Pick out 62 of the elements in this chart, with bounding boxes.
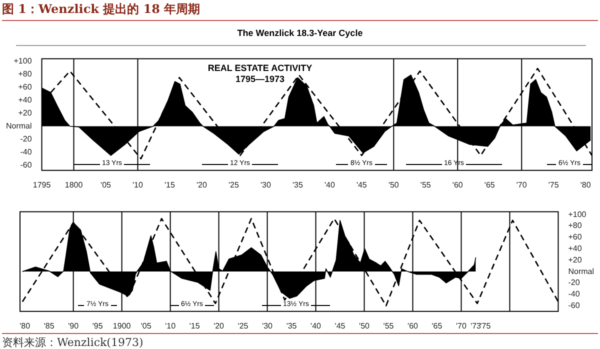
x-tick-label: '20 (196, 180, 208, 190)
x-tick-label: '85 (44, 321, 55, 330)
x-tick-label: '15 (189, 321, 200, 330)
x-tick-label: '40 (310, 321, 322, 330)
caption: 图 1：Wenzlick 提出的 18 年周期 (2, 1, 598, 21)
x-tick-label: '70 (516, 180, 528, 190)
x-tick-label: '65 (432, 321, 443, 330)
x-tick-label: '70 (456, 321, 467, 330)
y2-tick-label: -40 (568, 290, 580, 299)
x-tick-label: '73 (470, 321, 482, 330)
x-tick-label: '15 (164, 180, 176, 190)
x-tick-label: '05 (140, 321, 152, 330)
x-tick-label: '20 (214, 321, 225, 330)
x-tick-label: '45 (334, 321, 346, 330)
x-tick-label: '30 (260, 180, 272, 190)
x-tick-label: '90 (68, 321, 80, 330)
chart-title: The Wenzlick 18.3-Year Cycle (236, 28, 364, 38)
y-tick-label: -20 (20, 134, 32, 144)
x-tick-label: '25 (228, 180, 240, 190)
x-tick-label: 1800 (64, 180, 84, 190)
x-tick-label: '75 (480, 321, 492, 330)
x-tick-label: '75 (548, 180, 560, 190)
y2-tick-label: +40 (568, 244, 582, 253)
x-tick-label: '10 (132, 180, 144, 190)
text: 资料来源：Wenzlick(1973) (2, 333, 598, 349)
y2-tick-label: -20 (568, 278, 580, 288)
y2-tick-label: +20 (568, 255, 582, 264)
y-tick-label: +80 (18, 70, 32, 79)
y2-tick-label: +60 (568, 232, 582, 242)
annotation: REAL ESTATE ACTIVITY (206, 63, 314, 74)
y-tick-label: -40 (20, 147, 32, 156)
x-tick-label: 1900 (112, 321, 132, 330)
x-tick-label: '40 (324, 180, 336, 190)
x-tick-label: '95 (92, 321, 104, 330)
y2-tick-label: -60 (568, 300, 580, 310)
annotation: 1795—1973 (234, 74, 286, 85)
x-tick-label: '60 (452, 180, 464, 190)
x-tick-label: '05 (100, 180, 112, 190)
y2-tick-label: +80 (568, 221, 582, 230)
x-tick-label: '50 (388, 180, 400, 190)
y2-tick-label: Normal (568, 266, 594, 276)
x-tick-label: '65 (484, 180, 496, 190)
y-tick-label: +40 (18, 96, 32, 105)
y-tick-label: +60 (18, 82, 32, 92)
x-tick-label: '30 (262, 321, 274, 330)
x-tick-label: '55 (420, 180, 432, 190)
x-tick-label: '25 (238, 321, 249, 330)
x-tick-label: '80 (20, 321, 31, 330)
y-tick-label: +100 (14, 56, 32, 66)
x-tick-label: '80 (580, 180, 592, 190)
y-tick-label: +20 (18, 108, 32, 118)
x-tick-label: '45 (356, 180, 368, 190)
x-tick-label: '35 (286, 321, 298, 330)
y-tick-label: -60 (20, 160, 32, 170)
x-tick-label: '55 (383, 321, 394, 330)
x-tick-label: 1795 (32, 180, 52, 190)
y2-tick-label: +100 (568, 210, 587, 219)
x-tick-label: '50 (359, 321, 370, 330)
x-tick-label: '10 (165, 321, 176, 330)
x-tick-label: '60 (408, 321, 419, 330)
y-tick-label: Normal (6, 121, 32, 130)
x-tick-label: '35 (292, 180, 304, 190)
